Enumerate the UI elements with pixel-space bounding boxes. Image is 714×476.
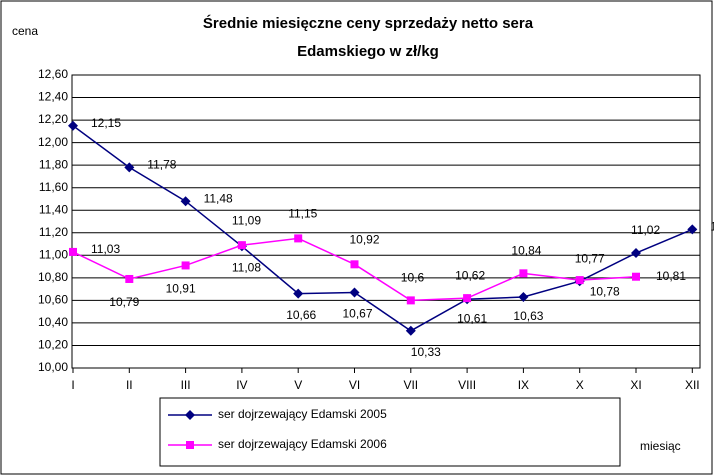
data-point [350,260,359,269]
x-axis-label: miesiąc [640,439,681,453]
data-label: 11,23 [710,220,714,234]
y-axis-label: cena [12,24,38,38]
chart-title: Średnie miesięczne ceny sprzedaży netto … [203,14,534,32]
data-point [463,294,472,303]
x-tick-label: VII [403,378,418,392]
data-label: 10,61 [457,311,487,325]
data-point [518,292,529,303]
data-point [349,287,360,298]
data-label: 10,6 [401,271,425,285]
data-label: 10,81 [656,269,686,283]
data-point [294,234,303,243]
y-tick-label: 11,60 [39,180,68,194]
x-tick-label: VI [349,378,360,392]
y-tick-label: 10,60 [38,293,68,307]
data-label: 11,03 [91,242,120,256]
data-label: 10,62 [455,268,485,282]
data-point [237,241,246,250]
y-tick-label: 10,00 [38,360,68,374]
data-label: 10,91 [166,282,196,296]
data-point [69,247,77,256]
data-label: 10,79 [109,295,139,309]
data-point [186,441,194,449]
x-tick-label: VIII [458,378,476,392]
data-label: 11,48 [204,191,233,205]
x-tick-label: IV [236,378,247,392]
data-point [405,325,416,336]
y-tick-label: 12,40 [38,90,68,104]
data-point [687,224,698,235]
data-label: 11,15 [288,207,317,221]
x-tick-label: III [181,378,191,392]
y-tick-label: 11,40 [39,202,68,216]
data-label: 10,77 [575,251,605,265]
data-point [181,261,190,270]
x-tick-label: IX [518,378,529,392]
data-point [575,276,584,285]
x-tick-label: I [71,378,74,392]
data-label: 11,08 [232,260,261,274]
data-label: 11,02 [631,223,660,237]
data-point [632,272,640,281]
y-tick-label: 11,00 [39,247,68,261]
plot-border [71,74,701,369]
data-label: 12,15 [91,116,121,130]
x-tick-label: XI [630,378,641,392]
data-point [631,248,641,259]
data-point [180,196,191,207]
y-tick-label: 12,20 [38,112,68,126]
data-label: 10,66 [286,308,316,322]
y-tick-label: 11,80 [39,157,68,171]
legend-label: ser dojrzewający Edamski 2005 [218,407,387,421]
data-point [125,274,134,283]
data-label: 10,84 [511,244,541,258]
series-line [72,125,693,332]
data-label: 10,63 [513,309,543,323]
y-tick-label: 12,60 [38,67,68,81]
data-point [124,162,135,173]
legend-label: ser dojrzewający Edamski 2006 [218,437,387,451]
y-tick-label: 10,40 [38,315,68,329]
data-label: 11,78 [147,158,176,172]
data-label: 10,78 [590,284,620,298]
x-tick-label: II [126,378,133,392]
data-point [293,288,304,299]
data-point [406,296,415,305]
y-tick-label: 11,20 [39,225,68,239]
chart-title: Edamskiego w zł/kg [297,43,439,60]
data-point [68,120,78,131]
legend-box [159,397,621,467]
y-tick-label: 12,00 [38,135,68,149]
data-label: 10,92 [350,232,380,246]
y-tick-label: 10,20 [38,338,68,352]
x-tick-label: XII [685,378,700,392]
x-tick-label: V [294,378,302,392]
y-tick-label: 10,80 [38,270,68,284]
x-tick-label: X [576,378,584,392]
data-point [519,269,528,278]
data-label: 10,67 [343,307,373,321]
data-label: 11,09 [232,213,261,227]
data-point [185,410,195,420]
data-label: 10,33 [411,345,441,359]
